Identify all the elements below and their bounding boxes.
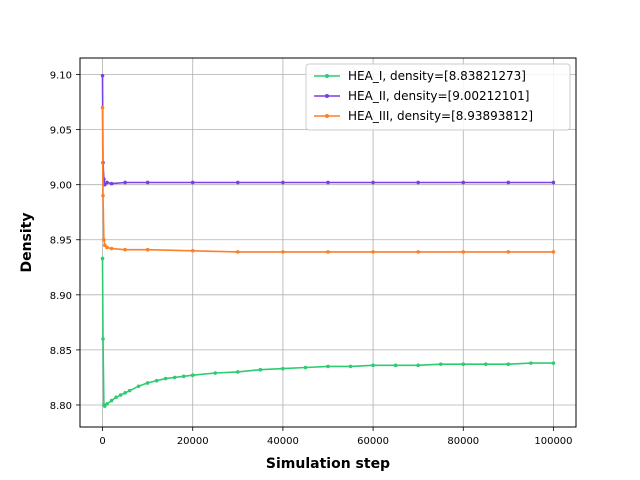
legend-marker [325, 74, 329, 78]
data-point [123, 247, 127, 252]
data-point [236, 250, 240, 254]
y-axis-label: Density [19, 212, 35, 272]
data-point [213, 371, 218, 375]
data-point [303, 365, 308, 370]
data-point [551, 180, 556, 185]
data-point [136, 384, 141, 389]
data-point [461, 250, 466, 254]
data-point [393, 363, 398, 368]
data-point [551, 250, 556, 254]
legend-label: HEA_II, density=[9.00212101] [348, 89, 529, 103]
x-tick-label: 20000 [177, 436, 209, 447]
x-axis-label: Simulation step [266, 456, 390, 472]
grid [80, 58, 576, 427]
legend-marker [325, 114, 329, 118]
data-point [109, 398, 114, 403]
data-point [506, 250, 511, 254]
data-point [348, 364, 353, 369]
data-point [326, 180, 330, 185]
data-point [109, 246, 114, 251]
data-point [416, 250, 420, 254]
data-point [145, 247, 150, 252]
data-point [105, 402, 109, 406]
data-point [103, 243, 107, 248]
y-tick-label: 9.00 [50, 181, 72, 192]
x-tick-label: 60000 [357, 436, 389, 447]
legend-label: HEA_I, density=[8.83821273] [348, 69, 526, 83]
data-point [258, 367, 263, 372]
x-tick-label: 80000 [447, 436, 479, 447]
data-point [114, 395, 118, 400]
data-point [103, 182, 107, 187]
data-point [181, 374, 186, 379]
data-point [236, 180, 240, 185]
data-point [100, 256, 105, 261]
data-point [145, 381, 150, 385]
data-point [105, 180, 109, 185]
legend-label: HEA_III, density=[8.93893812] [348, 109, 533, 123]
legend-item: HEA_I, density=[8.83821273] [314, 69, 526, 83]
data-point [103, 404, 107, 408]
data-point [190, 373, 195, 378]
data-point [506, 362, 511, 367]
data-point [461, 362, 466, 367]
y-tick-label: 8.90 [50, 291, 72, 302]
data-point [326, 250, 330, 254]
data-point [145, 180, 150, 185]
legend-marker [325, 94, 329, 98]
legend-frame [305, 63, 571, 131]
data-point [281, 180, 285, 185]
data-point [416, 363, 420, 368]
data-point [326, 364, 330, 369]
x-tick-label: 100000 [534, 436, 572, 447]
data-point [461, 180, 466, 185]
data-point [118, 393, 123, 397]
data-point [190, 248, 195, 253]
y-tick-label: 9.05 [50, 126, 72, 137]
data-point [154, 378, 159, 383]
data-series [100, 73, 556, 408]
y-tick-label: 8.80 [50, 401, 72, 412]
data-point [172, 375, 177, 380]
y-tick-label: 8.95 [50, 236, 72, 247]
data-point [101, 337, 105, 341]
data-point [281, 366, 285, 371]
data-point [371, 250, 375, 254]
data-point [416, 180, 420, 185]
series-3 [100, 105, 556, 254]
data-point [371, 180, 375, 185]
data-point [127, 388, 132, 393]
data-point [371, 363, 375, 368]
data-point [506, 180, 511, 185]
data-point [101, 193, 105, 198]
data-point [100, 73, 105, 78]
data-point [123, 391, 127, 395]
y-tick-label: 9.10 [50, 71, 72, 82]
data-point [551, 361, 556, 365]
series-1 [100, 256, 556, 408]
legend: HEA_I, density=[8.83821273] HEA_II, densi… [305, 63, 571, 131]
data-point [109, 181, 114, 186]
data-point [123, 180, 127, 185]
legend-item: HEA_II, density=[9.00212101] [314, 89, 529, 103]
data-point [102, 237, 106, 242]
data-point [100, 105, 105, 110]
data-point [529, 361, 533, 365]
plot-frame [79, 57, 577, 428]
data-point [236, 370, 240, 374]
legend-item: HEA_III, density=[8.93893812] [314, 109, 533, 123]
data-point [484, 362, 488, 367]
data-point [190, 180, 195, 185]
x-tick-label: 0 [99, 436, 105, 447]
data-point [163, 376, 168, 381]
y-tick-label: 8.85 [50, 346, 72, 357]
data-point [105, 245, 109, 250]
data-point [438, 362, 443, 367]
axis-ticks: 0 20000 40000 60000 80000 100000 8.80 8.85 8.90 8… [50, 71, 573, 447]
data-point [281, 250, 285, 254]
x-tick-label: 40000 [267, 436, 299, 447]
